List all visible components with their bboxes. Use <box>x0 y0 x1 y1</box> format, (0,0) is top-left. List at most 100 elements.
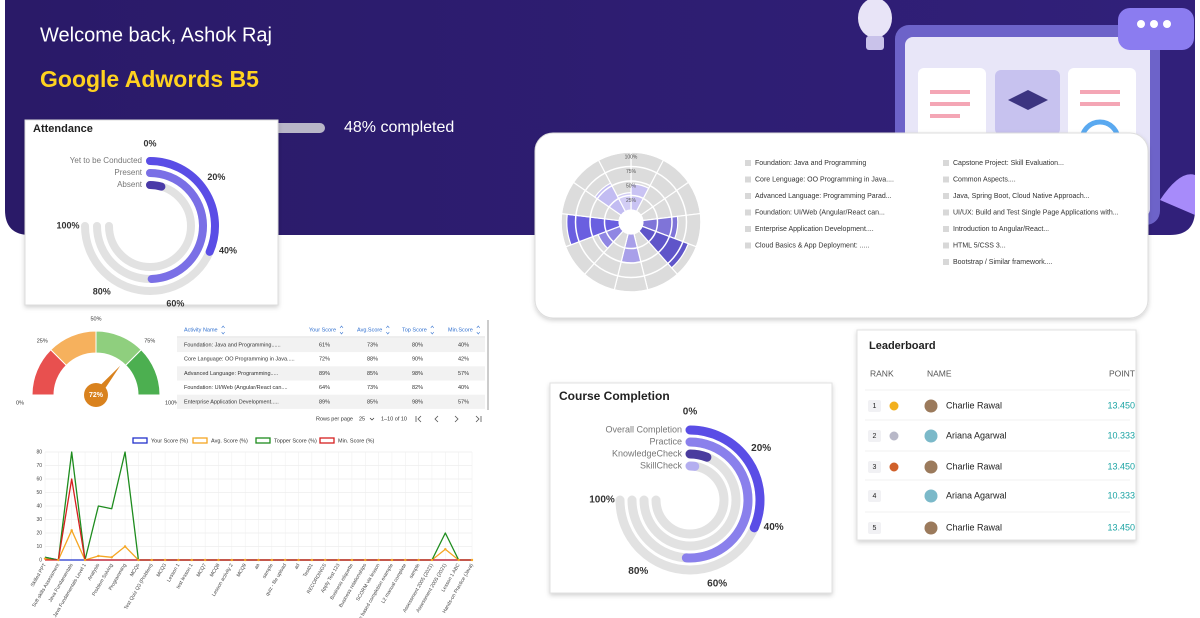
table-cell: 73% <box>367 342 378 348</box>
name: Charlie Rawal <box>946 461 1002 471</box>
rank-badge <box>868 430 881 442</box>
category-label: Yet to be Conducted <box>70 156 142 165</box>
table-cell: 57% <box>458 399 469 405</box>
medal-icon <box>888 400 900 412</box>
legend-swatch <box>943 209 949 216</box>
column-header: RANK <box>870 368 894 378</box>
polar-tick-label: 25% <box>626 198 637 204</box>
series-marker <box>243 558 247 562</box>
table-cell: 85% <box>367 399 378 405</box>
card-title: Attendance <box>33 123 93 135</box>
series-marker <box>270 558 274 562</box>
rank-badge <box>868 400 881 412</box>
points: 10.333 <box>1107 430 1135 440</box>
pager-button[interactable] <box>434 415 439 423</box>
table-cell: 88% <box>367 357 378 363</box>
greeting: Welcome back, Ashok Raj <box>40 24 272 46</box>
table-cell: 85% <box>367 371 378 377</box>
column-header: POINT <box>1109 368 1135 378</box>
series-marker <box>123 545 127 548</box>
tick-label: 20% <box>751 443 771 454</box>
radial-bar <box>146 181 166 191</box>
tick-label: 60% <box>166 298 184 308</box>
series-marker <box>217 558 220 562</box>
tick-label: 80% <box>628 566 648 577</box>
rank: 4 <box>873 493 877 500</box>
legend-label: Common Aspects.... <box>953 176 1016 183</box>
card-title: Course Completion <box>559 389 670 403</box>
legend-label: Min. Score (%) <box>338 438 375 444</box>
table-row-bg <box>177 394 485 409</box>
tick-label: 100% <box>589 495 615 506</box>
table-cell: 40% <box>458 342 469 348</box>
legend-label: Your Score (%) <box>151 438 188 444</box>
y-tick-label: 10 <box>36 544 42 550</box>
series-marker <box>283 558 287 562</box>
series-marker <box>150 558 153 562</box>
series-marker <box>190 558 193 562</box>
series-marker <box>163 558 167 562</box>
tick-label: 20% <box>207 172 225 182</box>
series-marker <box>470 558 474 562</box>
table-header: Activity Name <box>184 327 218 333</box>
legend-swatch <box>319 437 335 444</box>
table-cell: 89% <box>319 399 330 405</box>
table-header: Your Score <box>309 327 336 333</box>
series-marker <box>70 529 73 532</box>
rows-per-page[interactable]: 25 <box>359 416 365 422</box>
tick-label: 0% <box>683 407 698 418</box>
points: 13.450 <box>1107 400 1135 410</box>
gauge-tick-label: 75% <box>144 339 155 345</box>
points: 13.450 <box>1107 461 1135 471</box>
series-marker <box>417 558 420 562</box>
series-marker <box>43 557 47 560</box>
card-title: Leaderboard <box>869 340 936 352</box>
category-label: KnowledgeCheck <box>612 448 683 458</box>
series-marker <box>257 558 260 562</box>
legend-swatch <box>943 176 949 183</box>
polar-tick-label: 50% <box>626 183 637 189</box>
polar-tick-label: 75% <box>626 169 637 175</box>
rank-badge <box>868 461 881 473</box>
name: Ariana Agarwal <box>946 490 1007 500</box>
tick-label: 40% <box>219 246 237 256</box>
legend-label: Enterprise Application Development.... <box>755 226 874 233</box>
pager-button[interactable] <box>454 415 459 423</box>
series-marker <box>230 558 234 562</box>
leaderboard-card <box>856 329 1137 541</box>
sort-icon <box>221 325 225 335</box>
sort-icon <box>386 325 390 335</box>
polar-ring <box>574 165 688 279</box>
series-marker <box>324 558 327 562</box>
tick-label: 40% <box>764 522 784 533</box>
category-label: SkillCheck <box>640 460 683 470</box>
legend-swatch <box>132 437 148 444</box>
tick-label: 80% <box>93 287 111 297</box>
series-marker <box>404 558 407 562</box>
table-row-bg <box>177 366 485 381</box>
category-label: Absent <box>117 180 143 189</box>
legend-swatch <box>745 209 751 216</box>
radial-track <box>639 449 741 551</box>
gauge-band <box>124 349 161 396</box>
table-cell: 57% <box>458 371 469 377</box>
pager-button[interactable] <box>475 415 482 423</box>
pager-button[interactable] <box>415 415 422 423</box>
table-cell: 73% <box>367 385 378 391</box>
legend-label: HTML 5/CSS 3... <box>953 242 1006 249</box>
medal-icon <box>888 461 900 473</box>
gauge-tick-label: 0% <box>16 400 24 406</box>
points: 13.450 <box>1107 522 1135 532</box>
table-cell: 80% <box>412 342 423 348</box>
legend-label: Foundation: Java and Programming <box>755 160 866 167</box>
radial-track <box>105 181 195 271</box>
y-tick-label: 30 <box>36 517 42 523</box>
series-marker <box>83 558 87 562</box>
legend-swatch <box>745 226 751 232</box>
legend-label: Foundation: UI/Web (Angular/React can... <box>755 209 885 216</box>
category-label: Practice <box>649 436 682 446</box>
table-cell: 61% <box>319 342 330 348</box>
table-cell: 90% <box>412 357 423 363</box>
column-header: NAME <box>927 368 952 378</box>
series-marker <box>444 548 447 551</box>
